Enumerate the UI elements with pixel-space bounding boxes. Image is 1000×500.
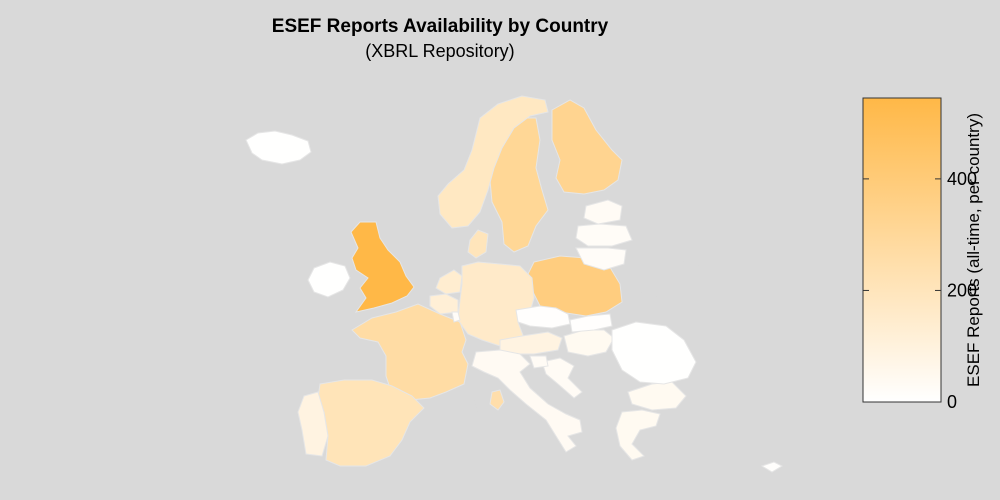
country-iceland: Iceland (245, 130, 312, 165)
country-finland: Finland (551, 99, 623, 195)
country-slovakia: Slovakia (569, 313, 613, 333)
colorbar-label: ESEF Reports (all-time, per country) (964, 113, 983, 387)
country-norway: Norway (437, 95, 549, 229)
country-estonia: Estonia (583, 199, 623, 225)
country-cyprus: Cyprus (760, 461, 784, 473)
colorbar (862, 97, 942, 403)
colorbar-tick-label: 0 (947, 392, 957, 412)
country-bulgaria: Bulgaria (627, 381, 687, 411)
country-slovenia: Slovenia (529, 355, 549, 369)
country-netherlands: Netherlands (435, 269, 463, 295)
country-france: France (351, 303, 469, 401)
country-croatia: Croatia (541, 357, 583, 399)
country-ireland: Ireland (307, 261, 351, 298)
colorbar-tick-label: 400 (947, 169, 977, 189)
chart-subtitle: (XBRL Repository) (365, 41, 515, 61)
country-luxembourg: Luxembourg (451, 311, 461, 323)
country-malta: Malta (489, 389, 505, 411)
country-lithuania: Lithuania (575, 247, 627, 271)
country-germany: Germany (457, 261, 535, 347)
chart-title: ESEF Reports Availability by Country (271, 16, 609, 37)
country-united-kingdom: United Kingdom (350, 221, 415, 313)
country-portugal: Portugal (297, 391, 329, 457)
country-romania: Romania (611, 321, 697, 385)
colorbar-tick-label: 200 (947, 280, 977, 300)
country-italy: Italy (471, 349, 583, 453)
colorbar-legend: 0 200 400 ESEF Reports (all-time, per coun… (862, 97, 983, 412)
country-latvia: Latvia (575, 223, 633, 247)
country-greece: Greece (615, 409, 661, 461)
country-hungary: Hungary (563, 329, 615, 357)
country-czech-republic: Czech Republic (515, 305, 571, 329)
country-denmark: Denmark (467, 229, 489, 259)
